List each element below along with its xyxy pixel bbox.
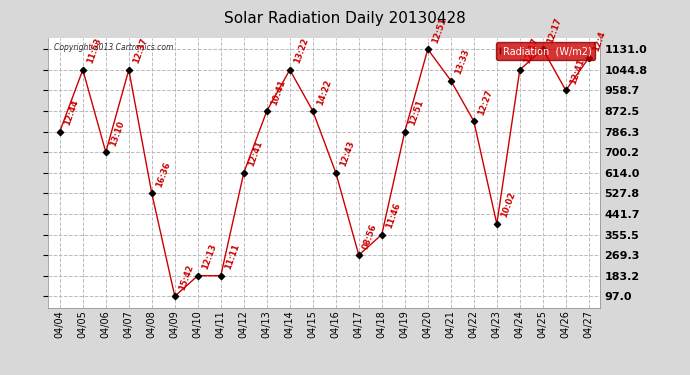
Text: 12:17: 12:17: [545, 16, 563, 44]
Point: [307, 108, 318, 114]
Text: 11:46: 11:46: [384, 201, 402, 230]
Text: Copyright 2013 Cartronics.com: Copyright 2013 Cartronics.com: [54, 43, 173, 52]
Point: [353, 252, 364, 258]
Text: Solar Radiation Daily 20130428: Solar Radiation Daily 20130428: [224, 11, 466, 26]
Text: 12:44: 12:44: [62, 99, 80, 127]
Point: [284, 67, 295, 73]
Text: 14:22: 14:22: [315, 78, 333, 106]
Text: 12:51: 12:51: [407, 99, 425, 127]
Legend: Radiation  (W/m2): Radiation (W/m2): [496, 42, 595, 60]
Text: 08:56: 08:56: [361, 222, 379, 251]
Text: 11:53: 11:53: [85, 37, 103, 65]
Point: [262, 108, 273, 114]
Text: 12:41: 12:41: [246, 140, 264, 168]
Point: [400, 129, 411, 135]
Text: 13:33: 13:33: [453, 48, 471, 76]
Point: [238, 170, 249, 176]
Point: [55, 129, 66, 135]
Text: 12:41: 12:41: [568, 57, 586, 86]
Text: 15:42: 15:42: [177, 263, 195, 291]
Point: [514, 67, 525, 73]
Point: [491, 221, 502, 227]
Point: [583, 55, 594, 61]
Text: 13:22: 13:22: [292, 37, 310, 65]
Text: 13:10: 13:10: [108, 119, 126, 147]
Text: 12:37: 12:37: [131, 37, 148, 65]
Point: [124, 67, 135, 73]
Text: 12:27: 12:27: [476, 88, 494, 116]
Text: 12:4: 12:4: [591, 30, 607, 53]
Point: [445, 78, 456, 84]
Point: [422, 46, 433, 52]
Point: [376, 231, 387, 237]
Point: [146, 190, 157, 196]
Point: [169, 293, 180, 299]
Point: [331, 170, 342, 176]
Point: [193, 273, 204, 279]
Point: [538, 46, 549, 52]
Point: [77, 67, 88, 73]
Text: 10:02: 10:02: [499, 191, 517, 219]
Point: [560, 87, 571, 93]
Text: 12:43: 12:43: [338, 140, 356, 168]
Text: 12:17: 12:17: [522, 37, 540, 65]
Point: [215, 273, 226, 279]
Text: 10:41: 10:41: [269, 78, 287, 106]
Point: [469, 118, 480, 124]
Text: 11:11: 11:11: [223, 243, 241, 271]
Point: [100, 149, 111, 155]
Text: 16:36: 16:36: [154, 160, 172, 189]
Text: 12:51: 12:51: [430, 16, 448, 44]
Text: 12:13: 12:13: [200, 243, 218, 271]
